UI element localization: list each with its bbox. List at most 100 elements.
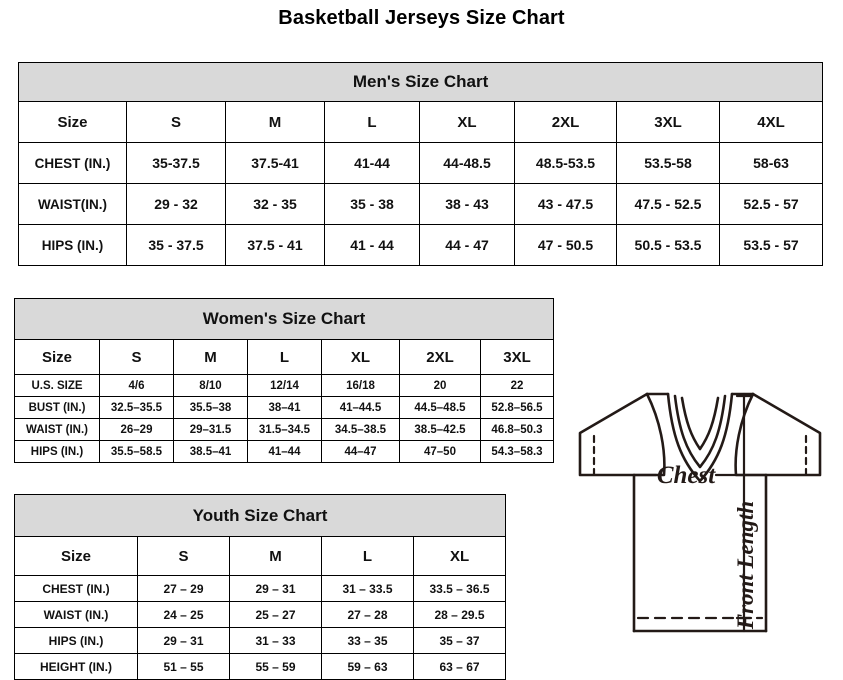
youth-caption-row: Youth Size Chart bbox=[13, 494, 507, 537]
youth-height-xl: 63 – 67 bbox=[412, 653, 507, 680]
youth-waist-m: 25 – 27 bbox=[229, 601, 322, 628]
womens-ussize-2xl: 20 bbox=[399, 374, 481, 397]
mens-waist-xl: 38 - 43 bbox=[419, 183, 515, 225]
womens-ussize-xl: 16/18 bbox=[321, 374, 400, 397]
mens-column-header-l: L bbox=[324, 101, 420, 143]
womens-column-header-s: S bbox=[99, 339, 174, 375]
womens-row-label-us-size: U.S. SIZE bbox=[14, 374, 100, 397]
mens-column-header-s: S bbox=[126, 101, 226, 143]
womens-waist-s: 26–29 bbox=[99, 418, 174, 441]
youth-hips-s: 29 – 31 bbox=[137, 627, 230, 654]
womens-bust-2xl: 44.5–48.5 bbox=[399, 396, 481, 419]
youth-row-label-chest: CHEST (IN.) bbox=[14, 575, 138, 602]
youth-chest-l: 31 – 33.5 bbox=[321, 575, 414, 602]
womens-chart-caption: Women's Size Chart bbox=[13, 298, 555, 340]
youth-header-row: Size S M L XL bbox=[14, 536, 507, 576]
table-row: U.S. SIZE 4/6 8/10 12/14 16/18 20 22 bbox=[14, 374, 555, 397]
table-row: HEIGHT (IN.) 51 – 55 55 – 59 59 – 63 63 … bbox=[14, 653, 507, 680]
youth-chest-s: 27 – 29 bbox=[137, 575, 230, 602]
mens-column-header-m: M bbox=[225, 101, 325, 143]
womens-hips-s: 35.5–58.5 bbox=[99, 440, 174, 463]
womens-row-label-bust: BUST (IN.) bbox=[14, 396, 100, 419]
youth-height-l: 59 – 63 bbox=[321, 653, 414, 680]
mens-chest-2xl: 48.5-53.5 bbox=[514, 142, 617, 184]
youth-column-header-s: S bbox=[137, 536, 230, 576]
left-sleeve-outline bbox=[578, 392, 649, 477]
mens-chest-3xl: 53.5-58 bbox=[616, 142, 720, 184]
youth-row-label-waist: WAIST (IN.) bbox=[14, 601, 138, 628]
table-row: HIPS (IN.) 35.5–58.5 38.5–41 41–44 44–47… bbox=[14, 440, 555, 463]
v-neck-inner-1 bbox=[673, 394, 727, 469]
womens-ussize-3xl: 22 bbox=[479, 374, 555, 397]
mens-chest-m: 37.5-41 bbox=[225, 142, 325, 184]
mens-column-header-xl: XL bbox=[419, 101, 515, 143]
v-neck-outer bbox=[666, 392, 734, 483]
mens-hips-4xl: 53.5 - 57 bbox=[718, 224, 824, 266]
page-title: Basketball Jerseys Size Chart bbox=[278, 7, 565, 29]
mens-column-header-2xl: 2XL bbox=[514, 101, 617, 143]
womens-row-label-hips: HIPS (IN.) bbox=[14, 440, 100, 463]
youth-height-s: 51 – 55 bbox=[137, 653, 230, 680]
youth-height-m: 55 – 59 bbox=[229, 653, 322, 680]
mens-row-label-chest: CHEST (IN.) bbox=[18, 142, 127, 184]
womens-hips-3xl: 54.3–58.3 bbox=[479, 440, 555, 463]
womens-hips-2xl: 47–50 bbox=[399, 440, 481, 463]
jersey-measurement-diagram: Chest Front Length bbox=[556, 350, 843, 672]
youth-waist-l: 27 – 28 bbox=[321, 601, 414, 628]
womens-row-label-waist: WAIST (IN.) bbox=[14, 418, 100, 441]
youth-column-header-size: Size bbox=[14, 536, 138, 576]
table-row: BUST (IN.) 32.5–35.5 35.5–38 38–41 41–44… bbox=[14, 396, 555, 419]
mens-waist-l: 35 - 38 bbox=[324, 183, 420, 225]
womens-column-header-l: L bbox=[247, 339, 322, 375]
mens-header-row: Size S M L XL 2XL 3XL 4XL bbox=[18, 101, 824, 143]
womens-waist-xl: 34.5–38.5 bbox=[321, 418, 400, 441]
mens-size-chart-table: Men's Size Chart Size S M L XL 2XL 3XL 4… bbox=[17, 62, 824, 266]
mens-column-header-3xl: 3XL bbox=[616, 101, 720, 143]
mens-chart-caption: Men's Size Chart bbox=[17, 62, 824, 102]
youth-chest-xl: 33.5 – 36.5 bbox=[412, 575, 507, 602]
womens-waist-l: 31.5–34.5 bbox=[247, 418, 322, 441]
youth-chart-caption: Youth Size Chart bbox=[13, 494, 507, 537]
mens-hips-3xl: 50.5 - 53.5 bbox=[616, 224, 720, 266]
chest-measurement-label: Chest bbox=[657, 462, 716, 489]
table-row: CHEST (IN.) 35-37.5 37.5-41 41-44 44-48.… bbox=[18, 142, 824, 184]
womens-waist-2xl: 38.5–42.5 bbox=[399, 418, 481, 441]
mens-caption-row: Men's Size Chart bbox=[17, 62, 824, 102]
mens-chest-l: 41-44 bbox=[324, 142, 420, 184]
mens-waist-m: 32 - 35 bbox=[225, 183, 325, 225]
mens-hips-xl: 44 - 47 bbox=[419, 224, 515, 266]
womens-header-row: Size S M L XL 2XL 3XL bbox=[14, 339, 555, 375]
womens-column-header-2xl: 2XL bbox=[399, 339, 481, 375]
womens-bust-3xl: 52.8–56.5 bbox=[479, 396, 555, 419]
mens-waist-s: 29 - 32 bbox=[126, 183, 226, 225]
youth-row-label-hips: HIPS (IN.) bbox=[14, 627, 138, 654]
right-shoulder-seam bbox=[734, 392, 768, 477]
front-length-measurement-label: Front Length bbox=[733, 501, 758, 630]
womens-bust-m: 35.5–38 bbox=[173, 396, 248, 419]
mens-hips-2xl: 47 - 50.5 bbox=[514, 224, 617, 266]
womens-size-chart-table: Women's Size Chart Size S M L XL 2XL 3XL… bbox=[13, 298, 555, 463]
womens-ussize-s: 4/6 bbox=[99, 374, 174, 397]
table-row: WAIST(IN.) 29 - 32 32 - 35 35 - 38 38 - … bbox=[18, 183, 824, 225]
mens-column-header-4xl: 4XL bbox=[718, 101, 824, 143]
mens-hips-l: 41 - 44 bbox=[324, 224, 420, 266]
mens-chest-s: 35-37.5 bbox=[126, 142, 226, 184]
mens-chest-xl: 44-48.5 bbox=[419, 142, 515, 184]
womens-ussize-l: 12/14 bbox=[247, 374, 322, 397]
youth-column-header-xl: XL bbox=[412, 536, 507, 576]
womens-bust-xl: 41–44.5 bbox=[321, 396, 400, 419]
table-row: CHEST (IN.) 27 – 29 29 – 31 31 – 33.5 33… bbox=[14, 575, 507, 602]
womens-hips-l: 41–44 bbox=[247, 440, 322, 463]
mens-waist-3xl: 47.5 - 52.5 bbox=[616, 183, 720, 225]
womens-column-header-xl: XL bbox=[321, 339, 400, 375]
table-row: WAIST (IN.) 26–29 29–31.5 31.5–34.5 34.5… bbox=[14, 418, 555, 441]
youth-size-chart-table: Youth Size Chart Size S M L XL CHEST (IN… bbox=[13, 494, 507, 680]
v-neck-inner-2 bbox=[680, 396, 720, 451]
womens-bust-l: 38–41 bbox=[247, 396, 322, 419]
youth-hips-xl: 35 – 37 bbox=[412, 627, 507, 654]
mens-chest-4xl: 58-63 bbox=[718, 142, 824, 184]
youth-waist-s: 24 – 25 bbox=[137, 601, 230, 628]
womens-waist-m: 29–31.5 bbox=[173, 418, 248, 441]
mens-waist-4xl: 52.5 - 57 bbox=[718, 183, 824, 225]
youth-row-label-height: HEIGHT (IN.) bbox=[14, 653, 138, 680]
